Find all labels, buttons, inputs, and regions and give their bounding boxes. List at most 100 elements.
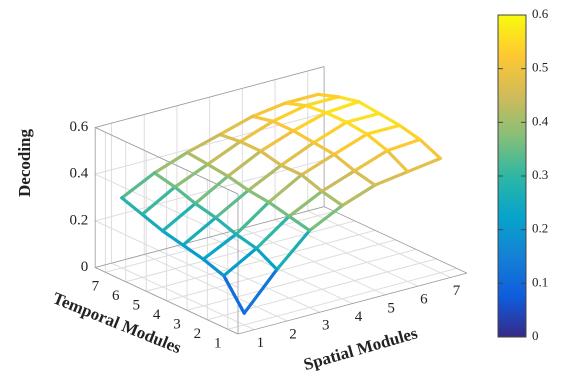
z-tick-label: 0.2 xyxy=(69,212,88,228)
surface-mesh-line xyxy=(332,152,357,173)
colorbar-tick-label: 0 xyxy=(532,328,539,343)
surface-mesh-line xyxy=(320,169,357,193)
surface-mesh-line xyxy=(291,111,328,133)
colorbar-ticks: 0 0.1 0.2 0.3 0.4 0.5 0.6 xyxy=(498,6,549,343)
surface-mesh-line xyxy=(254,214,291,250)
z-axis-label: Decoding xyxy=(15,129,34,198)
surface-mesh-line xyxy=(385,149,410,174)
axis-box-edge xyxy=(95,206,325,268)
surface-mesh-line xyxy=(120,171,157,200)
surface-mesh-line xyxy=(254,246,279,272)
surface-mesh-line xyxy=(238,140,263,153)
surface-mesh-line xyxy=(275,228,312,272)
surface-mesh-line xyxy=(271,103,308,123)
surface-mesh-line xyxy=(357,100,381,116)
surface-mesh-line xyxy=(299,173,324,193)
y-tick-label: 4 xyxy=(153,307,161,323)
surface-mesh-line xyxy=(344,120,369,136)
colorbar-tick-label: 0.6 xyxy=(532,6,549,21)
surface-mesh-line xyxy=(304,103,328,115)
z-tick-label: 0.4 xyxy=(69,166,88,182)
x-axis-label: Spatial Modules xyxy=(301,323,420,374)
surface-mesh-line xyxy=(238,119,275,144)
surface-mesh-line xyxy=(246,163,283,192)
surface-mesh-line xyxy=(312,120,349,145)
x-tick-label: 2 xyxy=(289,326,297,342)
grid-line xyxy=(186,248,417,311)
surface-mesh-line xyxy=(226,149,263,178)
x-tick-label: 6 xyxy=(420,292,428,308)
surface-mesh xyxy=(120,92,442,315)
surface-mesh-line xyxy=(287,189,324,218)
x-tick-label: 1 xyxy=(257,335,265,351)
surface-mesh-line xyxy=(222,246,258,278)
axis-box-edge xyxy=(323,206,468,274)
surface-mesh-line xyxy=(336,95,361,104)
surface-mesh-line xyxy=(340,183,377,208)
surface-mesh-line xyxy=(312,141,336,156)
surface-mesh-line xyxy=(259,149,283,167)
colorbar: 0 0.1 0.2 0.3 0.4 0.5 0.6 xyxy=(497,6,549,343)
z-tick-label: 0 xyxy=(81,259,89,275)
surface-mesh-line xyxy=(181,243,205,261)
surface-mesh-line xyxy=(226,174,250,192)
surface-mesh-line xyxy=(324,111,349,124)
colorbar-tick-label: 0.5 xyxy=(532,60,548,75)
surface-mesh-line xyxy=(385,137,422,153)
surface-mesh-line xyxy=(140,212,165,233)
colorbar-tick-label: 0.1 xyxy=(532,274,548,289)
surface-mesh-line xyxy=(308,203,344,233)
surface-mesh-line xyxy=(365,132,389,153)
surface-mesh-line xyxy=(173,162,210,189)
surface-mesh-line xyxy=(140,185,177,216)
surface-mesh-line xyxy=(161,201,197,233)
y-tick-label: 2 xyxy=(194,326,202,342)
surface-mesh-line xyxy=(324,100,361,115)
surface-mesh-line xyxy=(373,170,410,187)
surface-mesh-line xyxy=(234,232,258,250)
surface-mesh-line xyxy=(406,156,442,174)
surface-mesh-line xyxy=(201,232,238,261)
y-tick-label: 5 xyxy=(132,298,140,314)
x-tick-label: 7 xyxy=(453,283,461,299)
surface-mesh-line xyxy=(267,173,304,204)
surface-mesh-line xyxy=(304,95,340,108)
surface-mesh-line xyxy=(193,174,230,206)
surface-mesh-line xyxy=(271,119,295,133)
surface-mesh-line xyxy=(259,129,295,153)
x-tick-label: 5 xyxy=(387,300,395,316)
surface-mesh-line xyxy=(377,111,402,128)
surface-mesh-line xyxy=(283,92,320,105)
surface-mesh-line xyxy=(267,200,291,218)
surface-mesh-line xyxy=(352,149,389,173)
colorbar-tick-label: 0.3 xyxy=(532,167,548,182)
grid-line xyxy=(146,229,376,292)
surface-mesh-line xyxy=(250,114,275,123)
surface-mesh-line xyxy=(206,162,230,178)
surface-mesh-line xyxy=(398,123,422,142)
surface-mesh-line xyxy=(242,267,279,315)
surface-mesh-line xyxy=(291,129,316,145)
z-tick-label: 0.6 xyxy=(69,119,88,135)
surface-mesh-line xyxy=(365,123,402,136)
surface-mesh-line xyxy=(218,132,242,144)
surface-mesh-line xyxy=(193,201,218,220)
surface-mesh-line xyxy=(214,188,250,220)
surface-mesh-line xyxy=(185,132,222,155)
surface-mesh-line xyxy=(283,101,308,108)
surface-mesh-line xyxy=(206,140,242,166)
surface-mesh-line xyxy=(299,152,336,177)
surface-mesh-line xyxy=(279,163,304,177)
surface-mesh-line xyxy=(320,189,344,208)
surface-mesh-line xyxy=(214,216,238,236)
surface-mesh-line xyxy=(246,188,271,204)
surface-mesh-line xyxy=(234,200,271,236)
surface-mesh-line xyxy=(332,132,369,156)
surface-mesh-line xyxy=(173,185,197,206)
surface-mesh-line xyxy=(201,257,226,278)
surface-mesh-line xyxy=(418,137,442,160)
surface-mesh-line xyxy=(152,171,177,189)
surface-mesh-line xyxy=(152,150,189,175)
